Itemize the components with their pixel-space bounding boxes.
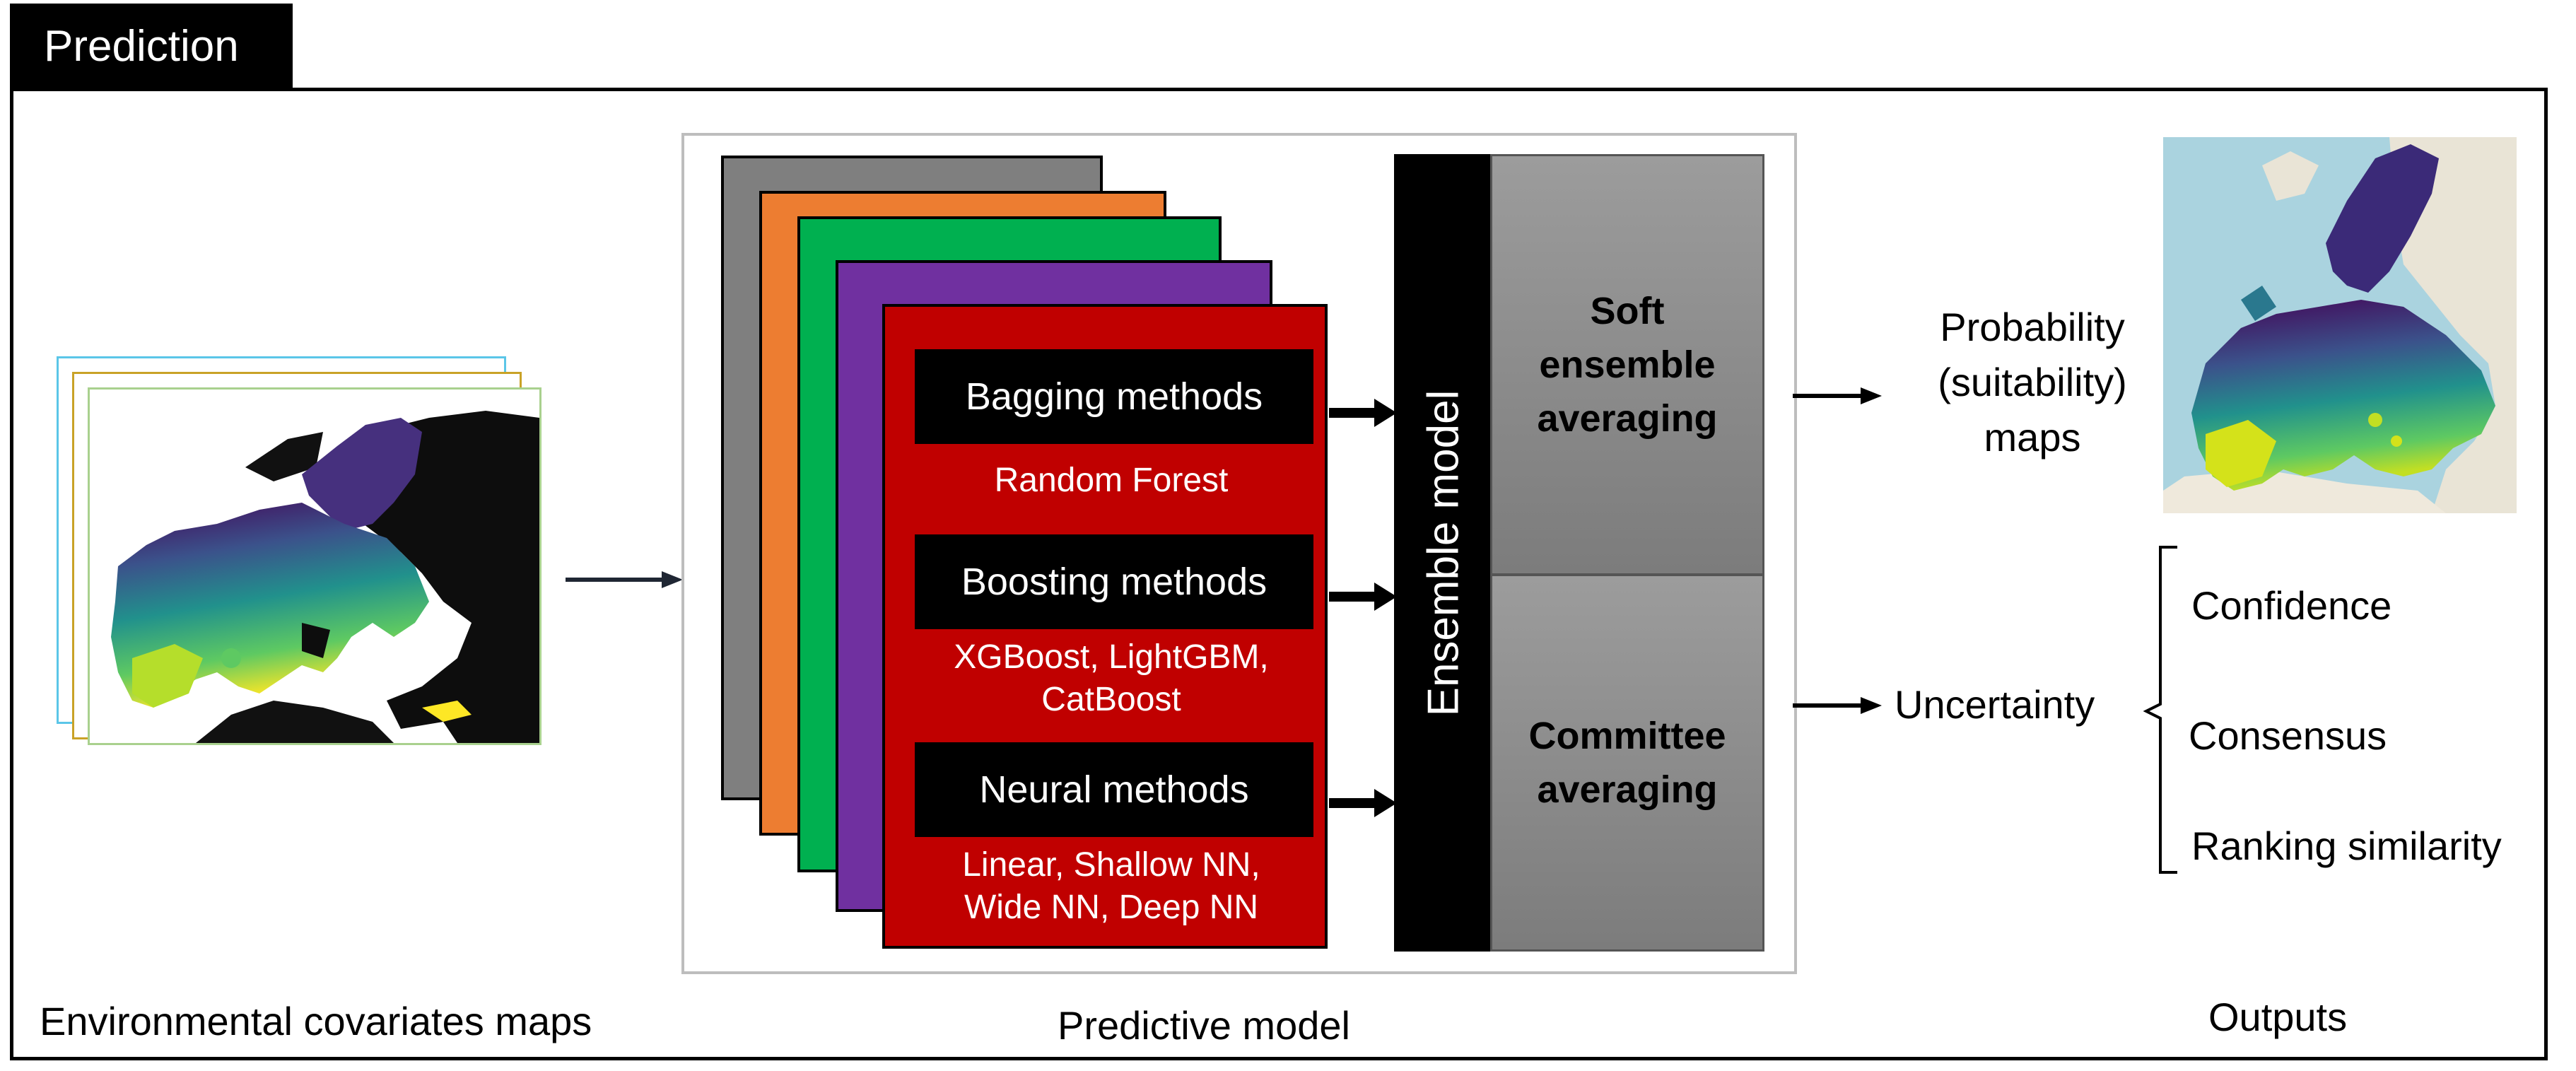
input-map-stack: [55, 353, 543, 749]
committee-to-uncertainty-arrow: [1793, 697, 1882, 714]
probability-line-2: (suitability): [1938, 360, 2127, 404]
confidence-label: Confidence: [2191, 583, 2392, 628]
prediction-title: Prediction: [44, 21, 239, 71]
ensemble-model-bar: Ensemble model: [1394, 154, 1493, 952]
ranking-similarity-label: Ranking similarity: [2191, 824, 2502, 868]
committee-line-1: Committee: [1528, 715, 1726, 757]
predictive-model-label: Predictive model: [1058, 1003, 1350, 1048]
suitability-map: [2163, 137, 2517, 513]
soft-line-2: ensemble: [1539, 344, 1716, 386]
probability-line-3: maps: [1984, 415, 2081, 460]
soft-ensemble-averaging-box: Soft ensemble averaging: [1490, 154, 1764, 575]
boosting-example-line-2: CatBoost: [1041, 681, 1181, 718]
environmental-covariates-label: Environmental covariates maps: [40, 999, 592, 1043]
boosting-methods-label: Boosting methods: [961, 561, 1267, 603]
boosting-methods-examples: XGBoost, LightGBM, CatBoost: [886, 636, 1336, 721]
bagging-methods-box: Bagging methods: [915, 349, 1313, 444]
methods-to-ensemble-arrows: [1329, 399, 1397, 817]
bagging-methods-label: Bagging methods: [965, 375, 1263, 418]
input-arrow: [566, 571, 683, 588]
neural-example-line-1: Linear, Shallow NN,: [962, 846, 1260, 884]
soft-to-probability-arrow: [1793, 387, 1882, 404]
bagging-methods-examples: Random Forest: [886, 460, 1336, 502]
prediction-frame: [10, 88, 2548, 1060]
bagging-example-line: Random Forest: [994, 462, 1229, 499]
boosting-methods-box: Boosting methods: [915, 534, 1313, 629]
bagging-arrow: [1329, 399, 1397, 427]
consensus-label: Consensus: [2189, 713, 2387, 758]
map-layer-front: [88, 387, 541, 745]
neural-methods-examples: Linear, Shallow NN, Wide NN, Deep NN: [886, 844, 1336, 929]
committee-line-2: averaging: [1537, 768, 1718, 811]
outputs-label: Outputs: [2208, 995, 2348, 1039]
boosting-example-line-1: XGBoost, LightGBM,: [954, 638, 1269, 676]
prediction-header: Prediction: [10, 4, 293, 88]
probability-maps-label: Probability (suitability) maps: [1895, 300, 2170, 465]
committee-averaging-box: Committee averaging: [1490, 574, 1764, 952]
soft-line-1: Soft: [1590, 290, 1665, 332]
neural-methods-box: Neural methods: [915, 742, 1313, 837]
uncertainty-label: Uncertainty: [1895, 682, 2095, 727]
neural-arrow: [1329, 789, 1397, 817]
ensemble-model-label: Ensemble model: [1419, 390, 1468, 716]
neural-methods-label: Neural methods: [979, 768, 1249, 811]
suitability-map-image: [2163, 137, 2517, 513]
covariate-map-image: [90, 390, 539, 743]
soft-line-3: averaging: [1537, 397, 1718, 440]
boosting-arrow: [1329, 583, 1397, 611]
predictive-model-frame: [681, 133, 1797, 974]
probability-line-1: Probability: [1940, 305, 2125, 349]
uncertainty-brace: [2143, 546, 2177, 874]
neural-example-line-2: Wide NN, Deep NN: [964, 889, 1259, 926]
